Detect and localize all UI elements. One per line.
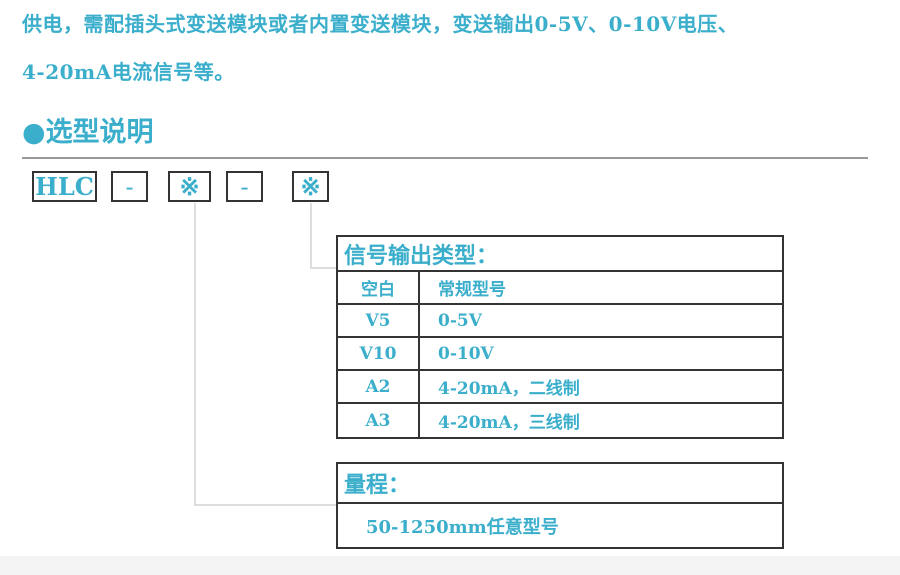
table-row: V10 0-10V: [338, 338, 782, 371]
table-row: V5 0-5V: [338, 305, 782, 338]
table-row: 空白 常规型号: [338, 272, 782, 305]
cell-desc: 4-20mA，三线制: [438, 413, 580, 433]
connector-line: [310, 203, 312, 269]
range-value: 50-1250mm任意型号: [366, 516, 559, 538]
connector-line: [194, 504, 336, 506]
table-title: 信号输出类型：: [338, 237, 782, 272]
cell-desc: 常规型号: [438, 280, 506, 300]
table-row: A2 4-20mA，二线制: [338, 371, 782, 404]
cell-desc: 4-20mA，二线制: [438, 379, 580, 399]
cell-code: A3: [338, 404, 420, 437]
bullet-icon: ●: [22, 117, 46, 148]
signal-output-table: 信号输出类型： 空白 常规型号 V5 0-5V V10 0-10V A2 4-20mA，…: [336, 235, 784, 439]
section-title: 选型说明: [45, 117, 154, 148]
code-prefix: HLC: [32, 171, 97, 202]
footer-band: [0, 556, 900, 575]
code-dash-1: -: [111, 171, 148, 202]
range-table: 量程： 50-1250mm任意型号: [336, 462, 784, 549]
cell-code: 空白: [338, 272, 420, 303]
code-dash-2: -: [226, 171, 263, 202]
intro-line-2: 4-20mA电流信号等。: [22, 60, 235, 84]
cell-code: V10: [338, 338, 420, 369]
table-row: A3 4-20mA，三线制: [338, 404, 782, 437]
code-range-slot: ※: [168, 171, 211, 202]
cell-code: V5: [338, 305, 420, 336]
table-row: 50-1250mm任意型号: [338, 504, 782, 547]
connector-line: [310, 267, 336, 269]
cell-code: A2: [338, 371, 420, 402]
section-heading: ●选型说明: [22, 110, 154, 149]
intro-line-1: 供电，需配插头式变送模块或者内置变送模块，变送输出0-5V、0-10V电压、: [22, 12, 739, 36]
table-title: 量程：: [338, 464, 782, 504]
cell-desc: 0-10V: [438, 343, 494, 364]
connector-line: [194, 203, 196, 506]
cell-desc: 0-5V: [438, 310, 482, 331]
divider: [22, 157, 868, 159]
code-signal-slot: ※: [292, 171, 329, 202]
